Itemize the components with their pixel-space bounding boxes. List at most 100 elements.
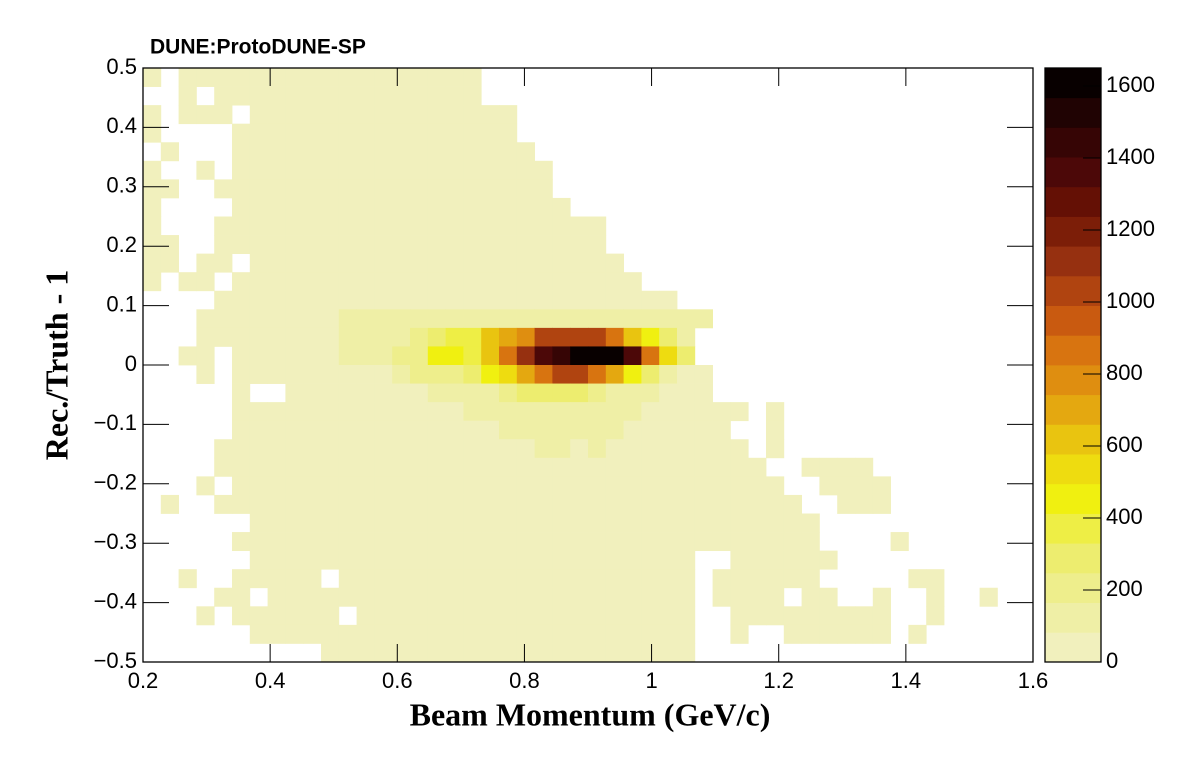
cell: [1015, 458, 1033, 477]
cell: [962, 142, 980, 161]
cell: [534, 179, 553, 199]
cell: [196, 643, 214, 662]
cell: [267, 309, 286, 329]
cell: [570, 309, 589, 329]
cell: [179, 551, 197, 570]
cell: [516, 216, 535, 236]
cell: [392, 179, 411, 199]
cell: [997, 254, 1015, 273]
cell: [837, 514, 855, 533]
cell: [891, 514, 909, 533]
cell: [445, 476, 464, 496]
cell: [445, 346, 464, 366]
cell: [481, 402, 500, 422]
z-tick-label: 0: [1106, 648, 1118, 673]
cell: [552, 105, 570, 124]
cell: [1015, 254, 1033, 273]
cell: [944, 68, 962, 87]
cell: [962, 179, 980, 198]
cell: [890, 532, 909, 552]
cell: [338, 569, 357, 589]
cell: [321, 606, 340, 626]
cell: [267, 587, 286, 607]
cell: [891, 198, 909, 217]
cell: [623, 587, 642, 607]
cell: [427, 420, 446, 440]
cell: [232, 346, 251, 366]
cell: [783, 606, 802, 626]
cell: [143, 179, 162, 199]
color-band: [1045, 513, 1101, 544]
cell: [356, 309, 375, 329]
cell: [891, 291, 909, 310]
cell: [605, 383, 624, 403]
cell: [445, 457, 464, 477]
cell: [321, 86, 340, 106]
cell: [196, 217, 214, 236]
cell: [356, 476, 375, 496]
cell: [641, 606, 660, 626]
cell: [855, 198, 873, 217]
cell: [232, 532, 251, 552]
cell: [232, 606, 251, 626]
cell: [713, 105, 731, 124]
cell: [695, 346, 713, 365]
cell: [713, 384, 731, 403]
cell: [427, 365, 446, 384]
cell: [463, 402, 482, 422]
cell: [499, 123, 518, 143]
cell: [143, 68, 162, 87]
x-tick-label: 0.2: [128, 668, 159, 693]
cell: [143, 328, 161, 347]
cell: [837, 439, 855, 458]
cell: [819, 309, 837, 328]
cell: [802, 384, 820, 403]
cell: [552, 513, 571, 533]
cell: [338, 235, 357, 255]
cell: [873, 105, 891, 124]
cell: [944, 346, 962, 365]
cell: [873, 291, 891, 310]
cell: [570, 550, 589, 570]
cell: [641, 569, 660, 589]
cell: [249, 290, 268, 310]
z-tick-label: 1600: [1106, 72, 1155, 97]
cell: [196, 365, 215, 384]
cell: [891, 625, 909, 644]
cell: [232, 365, 251, 384]
cell: [570, 420, 589, 440]
cell: [659, 327, 678, 347]
cell: [695, 291, 713, 310]
color-band: [1045, 572, 1101, 603]
cell: [624, 235, 642, 254]
cell: [819, 179, 837, 198]
cell: [161, 551, 179, 570]
cell: [214, 625, 232, 644]
cell: [926, 68, 944, 87]
cell: [232, 587, 251, 607]
cell: [499, 365, 518, 384]
cell: [374, 309, 393, 329]
cell: [499, 272, 518, 292]
cell: [837, 124, 855, 143]
cell: [214, 494, 233, 514]
cell: [179, 643, 197, 662]
cell: [481, 587, 500, 607]
cell: [143, 588, 161, 607]
cell: [410, 383, 429, 403]
cell: [535, 87, 553, 106]
cell: [516, 587, 535, 607]
cell: [516, 550, 535, 570]
cell: [196, 346, 215, 366]
cell: [695, 179, 713, 198]
cell: [784, 105, 802, 124]
cell: [855, 384, 873, 403]
cell: [321, 68, 340, 87]
cell: [997, 606, 1015, 625]
cell: [980, 569, 998, 588]
cell: [677, 254, 695, 273]
cell: [730, 402, 749, 422]
cell: [534, 272, 553, 292]
cell: [570, 402, 589, 422]
cell: [980, 254, 998, 273]
